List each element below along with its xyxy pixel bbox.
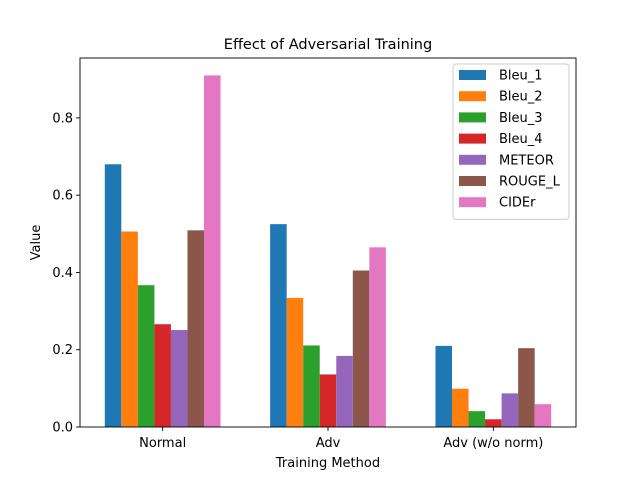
bar-bleu-4-2	[485, 419, 502, 427]
bar-bleu-3-1	[303, 345, 320, 427]
y-tick-label: 0.6	[52, 189, 73, 204]
legend-swatch	[459, 112, 486, 123]
legend-label: CIDEr	[499, 196, 536, 211]
y-tick-label: 0.0	[52, 421, 73, 436]
y-tick-label: 0.4	[52, 266, 73, 281]
legend-swatch	[459, 70, 486, 80]
bar-bleu-1-1	[270, 224, 287, 427]
legend-swatch	[459, 176, 486, 186]
x-tick-label: Normal	[139, 436, 186, 451]
bar-meteor-1	[336, 355, 353, 427]
bar-bleu-4-1	[319, 374, 337, 427]
x-axis-label: Training Method	[275, 456, 380, 471]
legend-label: ROUGE_L	[499, 175, 561, 190]
bar-bleu-2-0	[121, 231, 138, 427]
bar-bleu-3-0	[137, 285, 155, 427]
bar-rouge-l-0	[187, 230, 204, 427]
legend: Bleu_1 Bleu_2 Bleu_3 Bleu_4 METEOR ROUGE_L CID…	[452, 63, 570, 220]
bar-bleu-1-2	[435, 345, 452, 427]
legend-label: Bleu_1	[499, 69, 543, 84]
legend-swatch	[459, 91, 486, 102]
x-tick-label: Adv (w/o norm)	[443, 436, 543, 451]
y-axis: 0.0 0.2 0.4 0.6 0.8	[52, 111, 80, 436]
x-axis: Normal Adv Adv (w/o norm)	[139, 427, 543, 451]
legend-label: Bleu_2	[499, 90, 543, 105]
bar-rouge-l-2	[518, 348, 535, 427]
bar-meteor-0	[170, 330, 188, 427]
y-tick-label: 0.8	[52, 111, 73, 126]
legend-label: Bleu_3	[499, 111, 543, 126]
bar-bleu-4-0	[154, 324, 171, 427]
y-tick-label: 0.2	[52, 343, 73, 358]
bar-cider-1	[369, 247, 386, 427]
bar-cider-2	[534, 404, 552, 427]
legend-swatch	[459, 133, 486, 144]
bars-group	[104, 75, 552, 427]
bar-cider-0	[204, 75, 221, 427]
bar-bleu-2-1	[286, 297, 304, 427]
legend-swatch	[459, 154, 486, 165]
bar-bleu-3-2	[468, 411, 486, 427]
y-axis-label: Value	[29, 225, 44, 261]
x-tick-label: Adv	[316, 436, 341, 451]
bar-rouge-l-1	[352, 270, 370, 427]
bar-bleu-1-0	[104, 164, 122, 427]
legend-label: Bleu_4	[499, 132, 543, 147]
legend-label: METEOR	[499, 153, 554, 168]
legend-swatch	[459, 197, 486, 208]
chart-title: Effect of Adversarial Training	[224, 37, 432, 53]
bar-meteor-2	[501, 393, 519, 427]
bar-bleu-2-2	[452, 388, 469, 427]
